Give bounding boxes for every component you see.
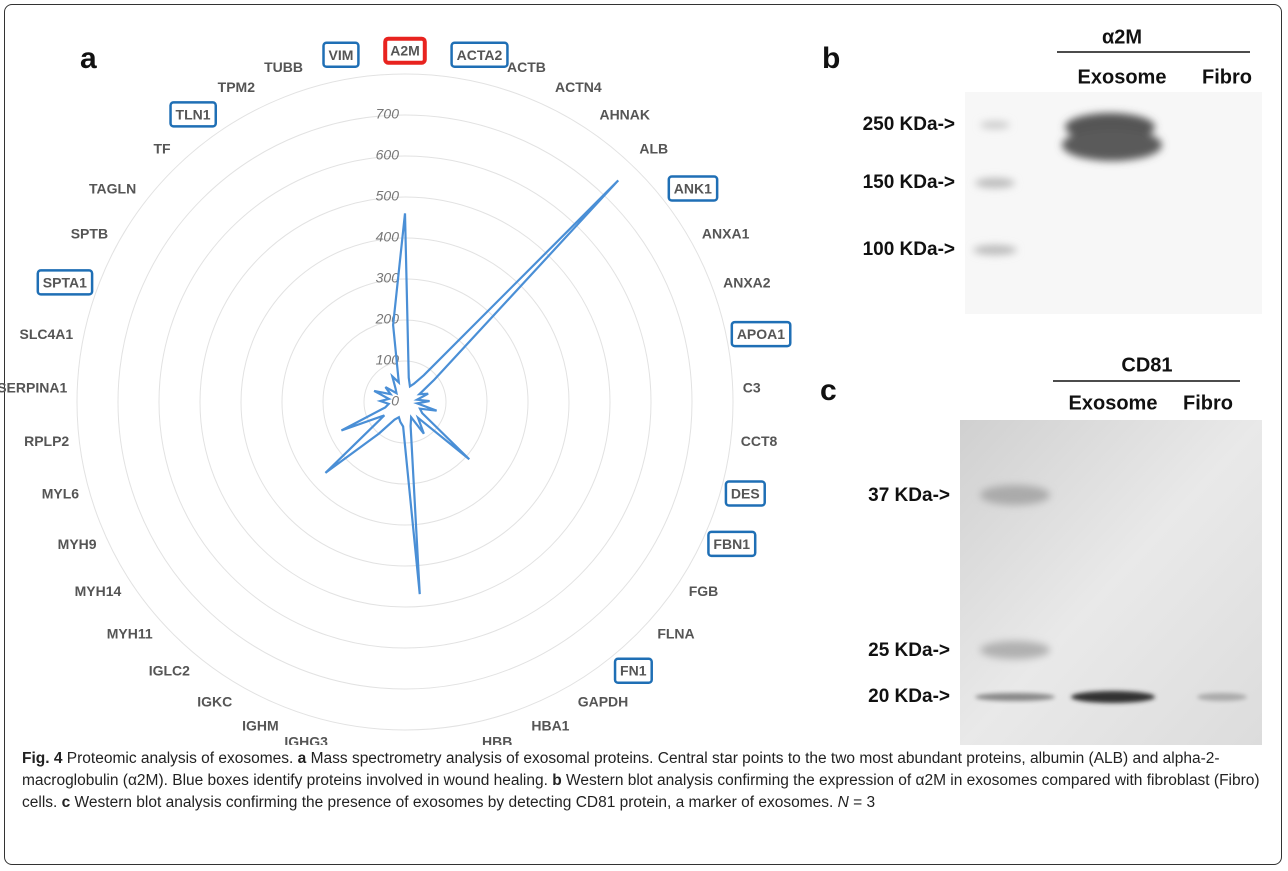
category-label: ACTN4 xyxy=(555,79,602,95)
caption-panel: a xyxy=(298,750,307,767)
panel-label: b xyxy=(822,42,840,75)
category-label: TAGLN xyxy=(89,181,136,197)
r-tick-label: 200 xyxy=(375,311,400,327)
category-label: VIM xyxy=(329,47,354,63)
caption-italic: N xyxy=(838,794,849,811)
category-label: IGHM xyxy=(242,717,279,733)
caption-text: Western blot analysis confirming the pre… xyxy=(70,794,837,811)
grid-ring xyxy=(323,320,487,484)
lane-label: Exosome xyxy=(1078,66,1167,88)
panel-label: c xyxy=(820,374,837,407)
radar-line xyxy=(325,180,618,594)
caption-panel: c xyxy=(62,794,71,811)
r-tick-label: 400 xyxy=(376,229,400,245)
category-label: GAPDH xyxy=(578,694,629,710)
marker-label: 100 KDa-> xyxy=(863,239,955,260)
category-label: FLNA xyxy=(657,626,694,642)
category-label: IGHG2 xyxy=(357,742,401,745)
marker-label: 250 KDa-> xyxy=(863,114,955,135)
panel-label: a xyxy=(80,42,97,75)
category-label: ACTB xyxy=(507,59,546,75)
category-label: ANXA2 xyxy=(723,274,771,290)
category-label: SERPINA1 xyxy=(0,379,67,395)
lane-label: Exosome xyxy=(1069,392,1158,414)
category-label: MYH9 xyxy=(58,536,97,552)
r-tick-label: 300 xyxy=(376,270,400,286)
r-tick-label: 500 xyxy=(376,188,400,204)
blot-title: CD81 xyxy=(1121,354,1172,376)
category-label: A2M xyxy=(390,43,420,59)
caption-text: = 3 xyxy=(849,794,875,811)
category-label: TLN1 xyxy=(176,106,211,122)
category-label: FGB xyxy=(689,583,719,599)
caption-panel: b xyxy=(552,772,561,789)
category-label: HBB xyxy=(482,733,512,745)
category-label: IGLC2 xyxy=(149,663,190,679)
category-label: SPTA1 xyxy=(43,274,87,290)
category-label: TUBB xyxy=(264,59,303,75)
marker-label: 37 KDa-> xyxy=(868,485,950,506)
category-label: RPLP2 xyxy=(24,433,69,449)
caption-text: Proteomic analysis of exosomes. xyxy=(62,750,297,767)
category-label: APOA1 xyxy=(737,326,785,342)
grid-ring xyxy=(282,279,528,525)
marker-label: 150 KDa-> xyxy=(863,172,955,193)
grid-ring xyxy=(118,115,692,689)
category-label: CCT8 xyxy=(741,433,778,449)
blot-title: α2M xyxy=(1102,26,1142,48)
category-label: MYL6 xyxy=(42,485,80,501)
category-label: FBN1 xyxy=(713,536,750,552)
category-label: MYH14 xyxy=(75,583,122,599)
category-label: IGHG3 xyxy=(284,733,328,745)
category-label: DES xyxy=(731,485,760,501)
category-label: ALB xyxy=(639,141,668,157)
category-label: HBA1 xyxy=(531,717,569,733)
caption-figure: Fig. 4 xyxy=(22,750,62,767)
category-label: ANXA1 xyxy=(702,226,750,242)
category-label: IGKC xyxy=(197,694,232,710)
category-label: AHNAK xyxy=(599,106,650,122)
lane-label: Fibro xyxy=(1183,392,1233,414)
category-label: MYH11 xyxy=(107,626,153,642)
outer-ring xyxy=(77,74,733,730)
page: {"chart_data": {"type": "radar", "panel_… xyxy=(0,0,1288,871)
category-label: SPTB xyxy=(71,226,108,242)
category-label: ACTA2 xyxy=(457,47,503,63)
marker-label: 20 KDa-> xyxy=(868,686,950,707)
r-tick-label: 600 xyxy=(376,147,400,163)
category-label: TF xyxy=(154,141,172,157)
category-label: TPM2 xyxy=(218,79,256,95)
r-tick-label: 700 xyxy=(376,106,400,122)
category-label: FN1 xyxy=(620,663,647,679)
marker-label: 25 KDa-> xyxy=(868,640,950,661)
category-label: C3 xyxy=(743,379,761,395)
category-label: SLC4A1 xyxy=(19,326,73,342)
lane-label: Fibro xyxy=(1202,66,1252,88)
category-label: HBG2 xyxy=(411,742,450,745)
caption: Fig. 4 Proteomic analysis of exosomes. a… xyxy=(22,748,1267,814)
category-label: ANK1 xyxy=(674,181,712,197)
